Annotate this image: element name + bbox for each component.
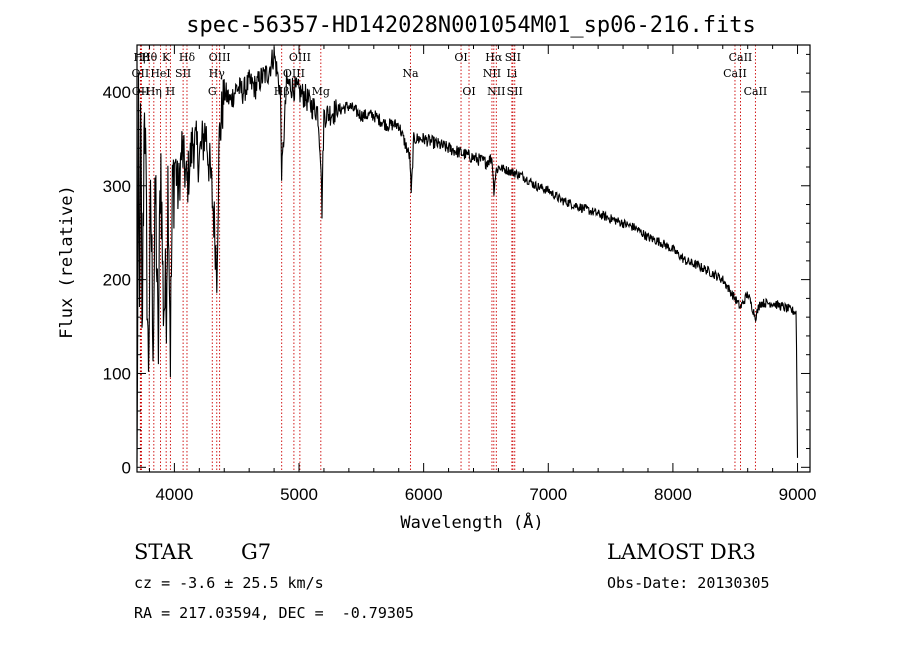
line-label-15: OIII <box>289 51 311 64</box>
line-label-6: K <box>162 51 171 64</box>
line-label-4: Hη <box>146 85 162 98</box>
x-axis-ticks: 4000 5000 6000 7000 8000 9000 <box>148 45 817 504</box>
spectral-line-markers <box>139 45 756 472</box>
line-label-11: Hγ <box>209 67 226 80</box>
x-tick-label-3: 7000 <box>529 485 567 504</box>
survey-name: LAMOST DR3 <box>607 540 756 564</box>
line-label-23: SII <box>505 51 521 64</box>
line-label-21: Hα <box>485 51 503 64</box>
line-label-12: OIII <box>209 51 231 64</box>
line-label-26: CaII <box>723 67 747 80</box>
line-label-8: SII <box>175 67 191 80</box>
x-tick-label-5: 9000 <box>779 485 817 504</box>
line-label-20: NII <box>483 67 501 80</box>
x-tick-label-2: 6000 <box>405 485 443 504</box>
y-axis-label: Flux (relative) <box>57 185 77 339</box>
x-axis-label: Wavelength (Å) <box>400 511 543 533</box>
line-label-13: Hβ <box>274 85 290 98</box>
object-class: STAR <box>134 540 193 564</box>
line-label-27: CaII <box>729 51 753 64</box>
line-label-5: HeI <box>150 67 170 80</box>
line-label-14: OIII <box>283 67 305 80</box>
line-label-24: Li <box>506 67 517 80</box>
y-tick-label-4: 400 <box>103 83 131 102</box>
line-label-18: OI <box>454 51 467 64</box>
y-tick-label-2: 200 <box>103 271 131 290</box>
line-label-17: Na <box>402 67 419 80</box>
observation-date: Obs-Date: 20130305 <box>607 574 770 592</box>
line-label-19: OI <box>462 85 475 98</box>
y-tick-label-1: 100 <box>103 364 131 383</box>
redshift-cz: cz = -3.6 ± 25.5 km/s <box>134 574 324 592</box>
chart-title: spec-56357-HD142028N001054M01_sp06-216.f… <box>186 13 756 38</box>
line-label-9: Hδ <box>179 51 196 64</box>
x-tick-label-4: 8000 <box>654 485 692 504</box>
y-tick-label-0: 0 <box>122 458 131 477</box>
line-label-7: H <box>166 85 176 98</box>
line-label-3: Hθ <box>141 51 158 64</box>
line-label-16: Mg <box>312 85 330 98</box>
line-label-28: CaII <box>744 85 768 98</box>
y-tick-label-3: 300 <box>103 177 131 196</box>
y-axis-ticks: 0 100 200 300 400 <box>103 53 810 477</box>
line-label-25: SII <box>507 85 523 98</box>
object-subclass: G7 <box>241 540 272 564</box>
plot-frame <box>136 44 811 473</box>
x-tick-label-0: 4000 <box>155 485 193 504</box>
coordinates: RA = 217.03594, DEC = -0.79305 <box>134 604 414 622</box>
spectrum-flux-line <box>136 46 799 463</box>
line-label-22: NII <box>487 85 505 98</box>
line-label-10: G <box>208 85 217 98</box>
x-tick-label-1: 5000 <box>280 485 318 504</box>
